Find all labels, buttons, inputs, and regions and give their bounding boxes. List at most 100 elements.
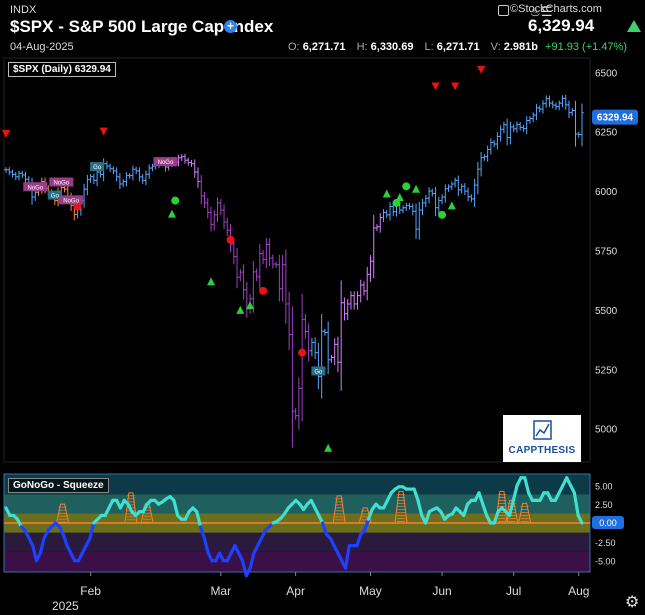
menu-icon[interactable]: ☰	[541, 4, 553, 19]
ohlc-bar	[300, 293, 304, 422]
low-value: 6,271.71	[436, 41, 480, 53]
reversal-dot	[73, 202, 82, 211]
ohlc-bar	[489, 138, 493, 155]
ohlc-bar	[570, 108, 575, 116]
ohlc-bar	[251, 260, 256, 313]
signal-tag: Go	[47, 190, 62, 200]
oscillator-segment	[195, 510, 203, 529]
reversal-dot	[226, 235, 235, 244]
price-axis-tick-label: 5750	[595, 246, 618, 257]
ohlc-bar	[476, 162, 480, 195]
sell-signal-marker	[477, 65, 486, 74]
bell-icon[interactable]: ♨	[530, 5, 541, 19]
ohlc-bar	[371, 214, 376, 279]
buy-signal-marker	[324, 443, 333, 452]
ohlc-bar	[443, 184, 448, 203]
ohlc-bar	[410, 203, 415, 216]
price-axis-tick-label: 5000	[595, 425, 618, 436]
reversal-dot	[298, 348, 307, 357]
up-arrow-icon	[627, 20, 641, 32]
buy-signal-marker	[207, 277, 216, 286]
ohlc-bar	[469, 194, 474, 203]
ohlc-bar	[430, 188, 435, 197]
ohlc-bar	[287, 291, 291, 351]
buy-signal-marker	[167, 209, 176, 218]
ohlc-bar	[241, 264, 246, 300]
ohlc-bar	[310, 338, 314, 357]
ohlc-bar	[222, 204, 226, 230]
ohlc-bar	[284, 249, 288, 324]
month-label: Apr	[286, 584, 305, 598]
ohlc-bar	[352, 291, 357, 310]
ohlc-bar	[336, 336, 340, 373]
ohlc-bar	[17, 170, 21, 181]
ohlc-bar	[388, 202, 392, 221]
indicator-axis-tick-label: -2.50	[595, 538, 616, 548]
ohlc-bar	[554, 102, 558, 110]
indicator-axis-tick-label: -5.00	[595, 557, 616, 567]
ohlc-bar	[108, 163, 112, 172]
ohlc-bar	[479, 152, 483, 177]
signal-tag-box	[59, 195, 84, 205]
price-legend[interactable]: $SPX (Daily) 6329.94	[8, 62, 116, 77]
indicator-last-box	[592, 516, 624, 529]
signal-tag: NoGo	[153, 157, 178, 167]
exchange-label: INDX	[10, 4, 37, 16]
ohlc-bar	[342, 297, 347, 321]
ohlc-bar	[498, 125, 503, 142]
ohlc-bar	[384, 209, 389, 219]
ohlc-bar	[502, 121, 506, 134]
ohlc-bar	[437, 196, 441, 213]
ohlc-bar	[271, 254, 275, 269]
ohlc-bar	[440, 194, 444, 205]
ohlc-bar	[345, 299, 350, 321]
ohlc-bar	[515, 121, 519, 133]
signal-tag-box	[153, 157, 178, 167]
ohlc-bar	[355, 291, 360, 310]
ohlc-bar	[358, 279, 363, 303]
ohlc-bar	[10, 169, 15, 178]
ohlc-bar	[339, 280, 343, 391]
indicator-legend[interactable]: GoNoGo - Squeeze	[8, 478, 109, 493]
sell-signal-marker	[451, 82, 460, 91]
ohlc-bar	[492, 139, 496, 148]
ohlc-bar	[563, 94, 568, 110]
gear-icon[interactable]: ⚙	[625, 594, 640, 611]
oscillator-segment	[477, 491, 485, 506]
indicator-band	[4, 551, 590, 572]
ohlc-bar	[557, 100, 562, 111]
ohlc-bar	[466, 187, 470, 202]
price-axis-tick-label: 5250	[595, 365, 618, 376]
ohlc-bar	[511, 124, 516, 133]
oscillator-segment	[31, 544, 39, 563]
signal-tag-box	[49, 177, 74, 187]
price-axis-tick-label: 6000	[595, 187, 618, 198]
signal-tag: NoGo	[49, 177, 74, 187]
open-value: 6,271.71	[302, 41, 346, 53]
ohlc-bar	[303, 313, 308, 339]
oscillator-segment	[366, 507, 374, 521]
ohlc-bar	[453, 177, 457, 188]
oscillator-segment	[576, 513, 584, 525]
oscillator-segment	[355, 532, 363, 548]
ohlc-bar	[127, 173, 132, 179]
month-label: Jun	[432, 584, 451, 598]
ohlc-bar	[137, 167, 142, 182]
buy-signal-marker	[395, 193, 404, 202]
ohlc-bar	[326, 321, 330, 375]
oscillator-segment	[172, 498, 180, 518]
buy-signal-marker	[382, 189, 391, 198]
ohlc-bar	[541, 100, 545, 114]
ohlc-bar	[183, 153, 187, 164]
ohlc-bar	[381, 209, 386, 222]
plus-circle-icon[interactable]: +	[224, 20, 237, 33]
continuation-dot	[402, 182, 411, 191]
signal-tag-label: NoGo	[63, 198, 79, 204]
ohlc-bar	[140, 174, 145, 184]
ohlc-bar	[316, 342, 321, 390]
ohlc-bar	[560, 95, 565, 108]
ohlc-bar	[124, 172, 129, 187]
ohlc-bar	[20, 170, 25, 179]
price-panel-frame	[3, 57, 591, 463]
squeeze-ladder	[394, 490, 408, 524]
